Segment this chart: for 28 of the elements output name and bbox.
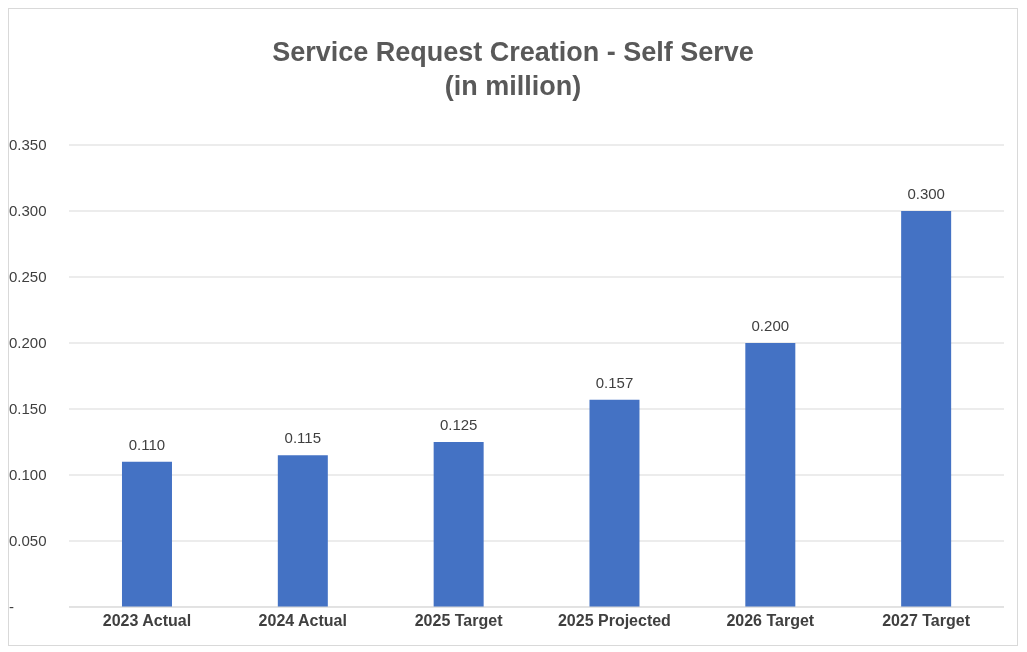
bar [433,442,484,607]
data-label: 0.110 [128,435,166,453]
bar [277,455,328,607]
bar [589,399,640,607]
chart-title: Service Request Creation - Self Serve [271,36,755,69]
y-tick-label: 0.350 [9,136,47,154]
y-tick-label: 0.200 [9,334,47,352]
data-label: 0.300 [907,185,945,202]
y-tick-label: 0.300 [9,202,47,220]
x-tick-label: 2024 Actual [258,612,347,630]
data-label: 0.157 [595,373,634,391]
x-tick-label: 2026 Target [726,612,815,630]
y-tick-label: 0.150 [9,400,47,418]
x-tick-label: 2023 Actual [102,612,192,630]
bar [745,343,796,607]
y-tick-label: 0.250 [9,268,47,286]
chart-subtitle: (in million) [443,70,583,103]
y-tick-label: 0.100 [9,466,47,484]
data-label: 0.115 [284,429,322,447]
data-label: 0.125 [439,416,478,433]
y-tick-label: 0.050 [9,532,47,550]
data-label: 0.200 [751,317,790,334]
bar [901,211,952,607]
y-tick-label: - [9,598,14,616]
bar [121,461,172,607]
x-tick-label: 2025 Projected [557,612,671,630]
x-tick-label: 2027 Target [882,612,971,630]
x-tick-label: 2025 Target [414,612,504,630]
